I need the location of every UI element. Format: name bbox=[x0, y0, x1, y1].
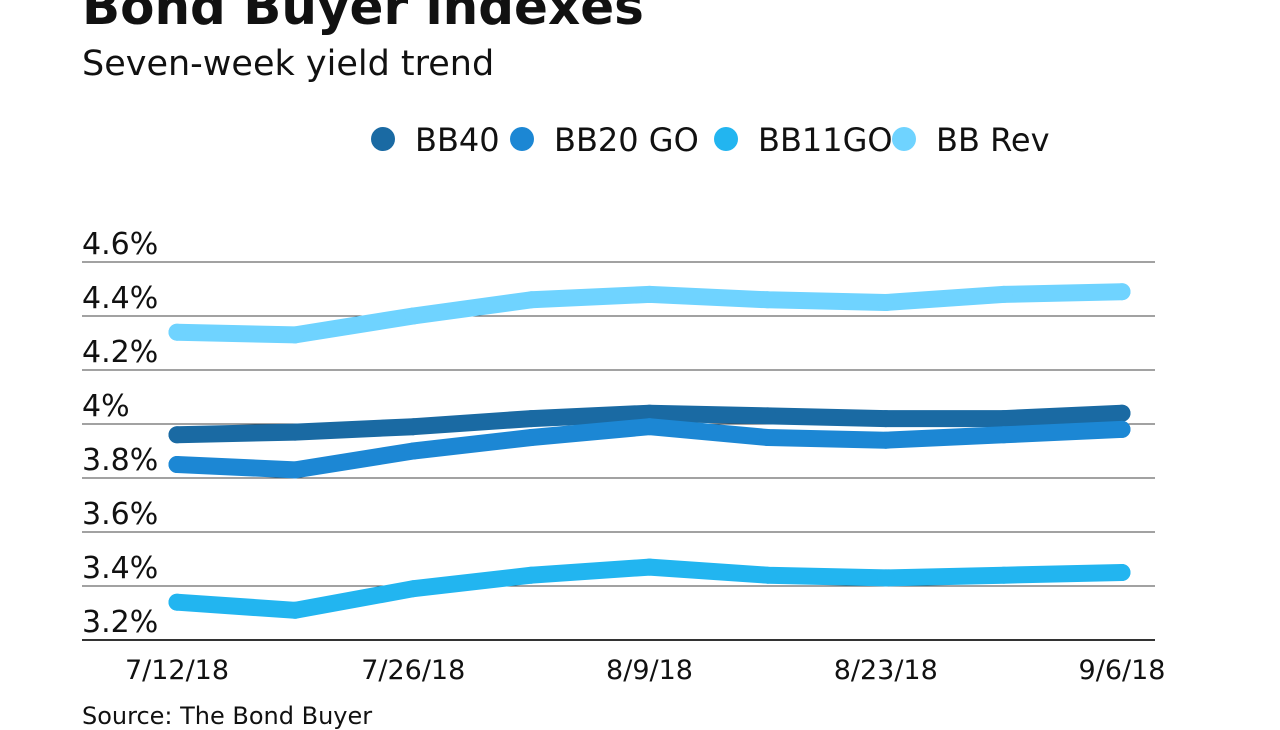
y-tick-label: 4.4% bbox=[82, 281, 158, 316]
data-point bbox=[168, 593, 186, 611]
data-point bbox=[522, 566, 540, 584]
y-tick-label: 3.2% bbox=[82, 605, 158, 640]
data-point bbox=[404, 307, 422, 325]
data-point bbox=[995, 285, 1013, 303]
data-point bbox=[404, 418, 422, 436]
legend-marker bbox=[714, 127, 738, 151]
data-point bbox=[759, 407, 777, 425]
data-point bbox=[1113, 404, 1131, 422]
data-point bbox=[286, 326, 304, 344]
data-point bbox=[1113, 564, 1131, 581]
data-point bbox=[404, 580, 422, 598]
data-point bbox=[522, 429, 540, 446]
chart-subtitle: Seven-week yield trend bbox=[82, 44, 495, 84]
x-tick-label: 7/12/18 bbox=[125, 655, 229, 686]
data-point bbox=[286, 461, 304, 479]
data-point bbox=[1113, 283, 1131, 301]
data-point bbox=[877, 410, 895, 428]
data-point bbox=[286, 601, 304, 619]
data-point bbox=[995, 566, 1013, 584]
data-point bbox=[759, 566, 777, 584]
y-tick-label: 3.6% bbox=[82, 497, 158, 532]
x-tick-label: 7/26/18 bbox=[361, 655, 465, 686]
data-point bbox=[995, 426, 1013, 444]
data-point bbox=[877, 569, 895, 587]
y-tick-label: 4.6% bbox=[82, 227, 158, 262]
data-point bbox=[286, 423, 304, 441]
legend-label: BB11GO bbox=[758, 121, 893, 159]
data-point bbox=[877, 431, 895, 449]
data-point bbox=[759, 291, 777, 309]
legend-label: BB40 bbox=[415, 121, 500, 159]
legend-label: BB Rev bbox=[936, 121, 1050, 159]
data-point bbox=[168, 426, 186, 444]
x-tick-label: 8/9/18 bbox=[606, 655, 693, 686]
data-point bbox=[168, 323, 186, 341]
data-point bbox=[641, 285, 658, 303]
data-point bbox=[522, 410, 540, 428]
y-tick-label: 3.4% bbox=[82, 551, 158, 586]
legend-marker bbox=[510, 127, 534, 151]
data-point bbox=[877, 294, 895, 311]
y-tick-label: 4% bbox=[82, 389, 130, 424]
data-point bbox=[641, 418, 658, 436]
x-tick-label: 8/23/18 bbox=[834, 655, 938, 686]
x-tick-label: 9/6/18 bbox=[1079, 655, 1166, 686]
data-point bbox=[168, 456, 186, 473]
legend-label: BB20 GO bbox=[554, 121, 699, 159]
data-point bbox=[522, 291, 540, 309]
y-tick-label: 3.8% bbox=[82, 443, 158, 478]
data-point bbox=[641, 558, 658, 576]
data-point bbox=[1113, 420, 1131, 438]
legend-marker bbox=[892, 127, 916, 151]
chart-title: Bond Buyer indexes bbox=[82, 0, 644, 36]
source-note: Source: The Bond Buyer bbox=[82, 702, 373, 730]
data-point bbox=[995, 410, 1013, 428]
data-point bbox=[404, 442, 422, 460]
data-point bbox=[641, 404, 658, 422]
data-point bbox=[759, 429, 777, 446]
legend-marker bbox=[371, 127, 395, 151]
y-tick-label: 4.2% bbox=[82, 335, 158, 370]
